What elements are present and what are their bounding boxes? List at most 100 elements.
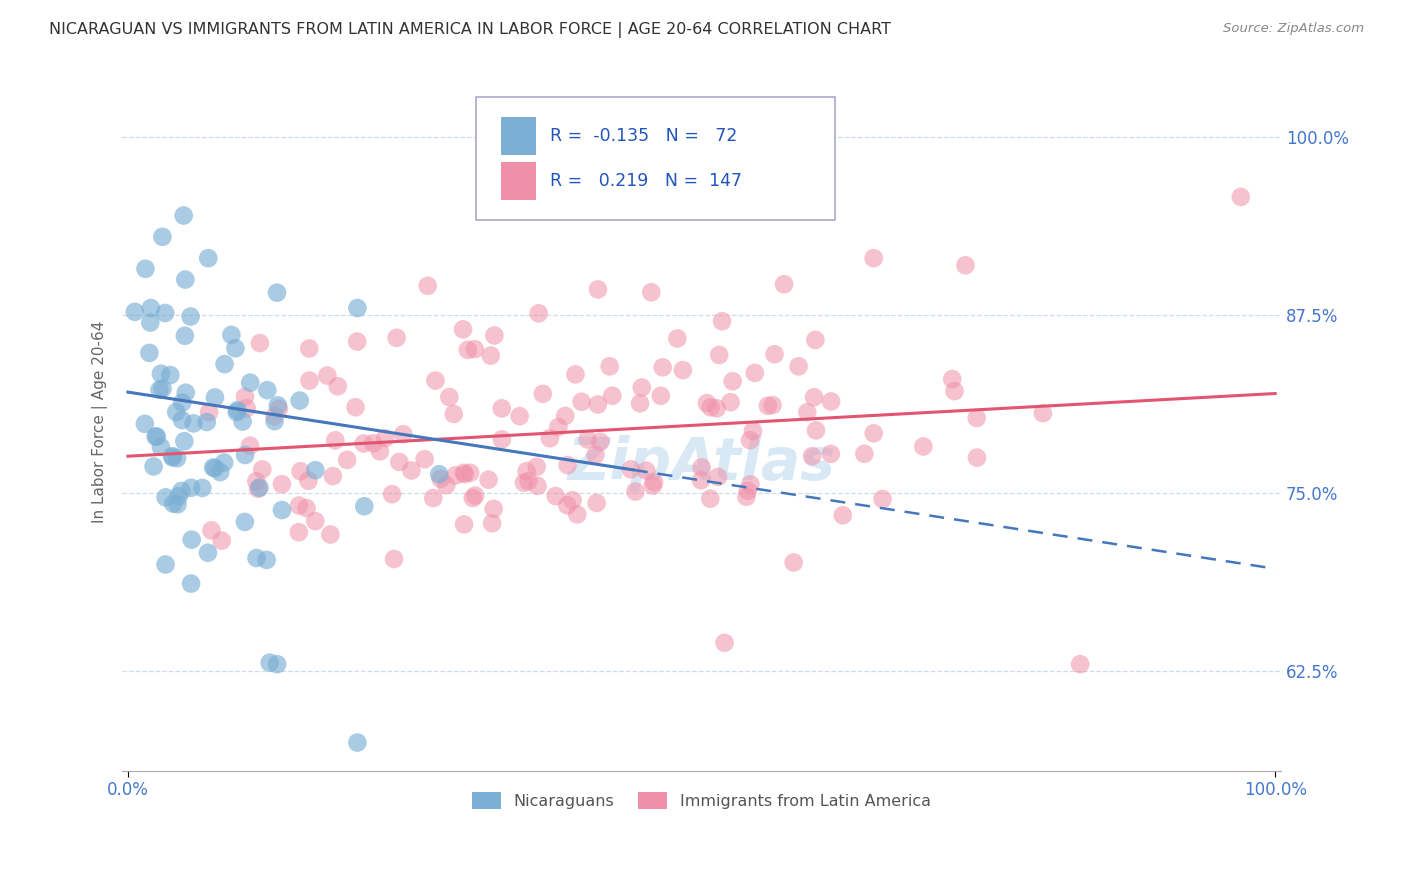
Point [690, 460, 713, 475]
Point [491, 433, 513, 447]
Point [322, 469, 344, 483]
Text: NICARAGUAN VS IMMIGRANTS FROM LATIN AMERICA IN LABOR FORCE | AGE 20-64 CORRELATI: NICARAGUAN VS IMMIGRANTS FROM LATIN AMER… [49, 22, 891, 38]
Text: R =   0.219   N =  147: R = 0.219 N = 147 [550, 172, 742, 190]
Point [195, 415, 218, 429]
Point [204, 391, 226, 405]
Point [326, 379, 349, 393]
Point [174, 272, 197, 286]
Point [226, 403, 249, 417]
Point [484, 328, 506, 343]
Point [709, 348, 731, 362]
Point [197, 251, 219, 265]
Point [271, 503, 294, 517]
Legend: Nicaraguans, Immigrants from Latin America: Nicaraguans, Immigrants from Latin Ameri… [465, 786, 938, 815]
Point [249, 481, 271, 495]
Point [344, 401, 367, 415]
Point [165, 405, 187, 419]
Point [170, 483, 193, 498]
Point [696, 396, 718, 410]
Point [346, 301, 368, 315]
Point [224, 341, 246, 355]
Point [699, 491, 721, 506]
Point [641, 478, 664, 492]
Point [699, 401, 721, 415]
Point [180, 310, 202, 324]
Point [304, 514, 326, 528]
Point [464, 489, 486, 503]
Point [202, 460, 225, 475]
Point [711, 314, 734, 328]
Point [620, 462, 643, 476]
Point [139, 316, 162, 330]
Point [155, 491, 177, 505]
Point [166, 451, 188, 466]
Point [763, 347, 786, 361]
Point [461, 491, 484, 505]
Point [290, 464, 312, 478]
Point [172, 413, 194, 427]
Point [221, 327, 243, 342]
Point [245, 474, 267, 488]
Point [173, 209, 195, 223]
Point [955, 258, 977, 272]
Point [266, 657, 288, 672]
Point [458, 466, 481, 480]
Point [538, 431, 561, 445]
Point [174, 385, 197, 400]
Point [479, 349, 502, 363]
Point [381, 487, 404, 501]
Point [477, 473, 499, 487]
Point [672, 363, 695, 377]
Text: ZipAtlas: ZipAtlas [568, 435, 835, 492]
Point [762, 398, 785, 412]
Point [374, 431, 396, 445]
Point [150, 229, 173, 244]
Point [872, 491, 894, 506]
Point [564, 368, 586, 382]
Point [155, 558, 177, 572]
Point [966, 411, 988, 425]
Point [146, 429, 169, 443]
Point [624, 484, 647, 499]
Point [443, 407, 465, 421]
Point [212, 456, 235, 470]
Point [392, 427, 415, 442]
Point [554, 409, 576, 423]
Point [256, 553, 278, 567]
Text: R =  -0.135   N =   72: R = -0.135 N = 72 [550, 128, 737, 145]
Point [159, 368, 181, 383]
Point [388, 455, 411, 469]
Bar [501, 117, 536, 155]
Point [180, 481, 202, 495]
Point [297, 474, 319, 488]
Point [148, 383, 170, 397]
Point [416, 278, 439, 293]
Point [787, 359, 810, 374]
Point [183, 417, 205, 431]
Point [803, 390, 825, 404]
Point [288, 499, 311, 513]
Point [166, 497, 188, 511]
Point [361, 436, 384, 450]
Point [429, 472, 451, 486]
Point [124, 305, 146, 319]
Point [180, 533, 202, 547]
Point [966, 450, 988, 465]
Point [804, 423, 827, 437]
Point [200, 524, 222, 538]
Point [252, 462, 274, 476]
Point [517, 474, 540, 488]
Point [690, 473, 713, 487]
Point [853, 447, 876, 461]
Point [162, 449, 184, 463]
Point [782, 556, 804, 570]
Point [509, 409, 531, 424]
Point [544, 489, 567, 503]
Point [482, 501, 505, 516]
Point [173, 434, 195, 449]
Point [720, 395, 742, 409]
Point [172, 395, 194, 409]
Point [319, 527, 342, 541]
Point [134, 417, 156, 431]
Point [481, 516, 503, 531]
